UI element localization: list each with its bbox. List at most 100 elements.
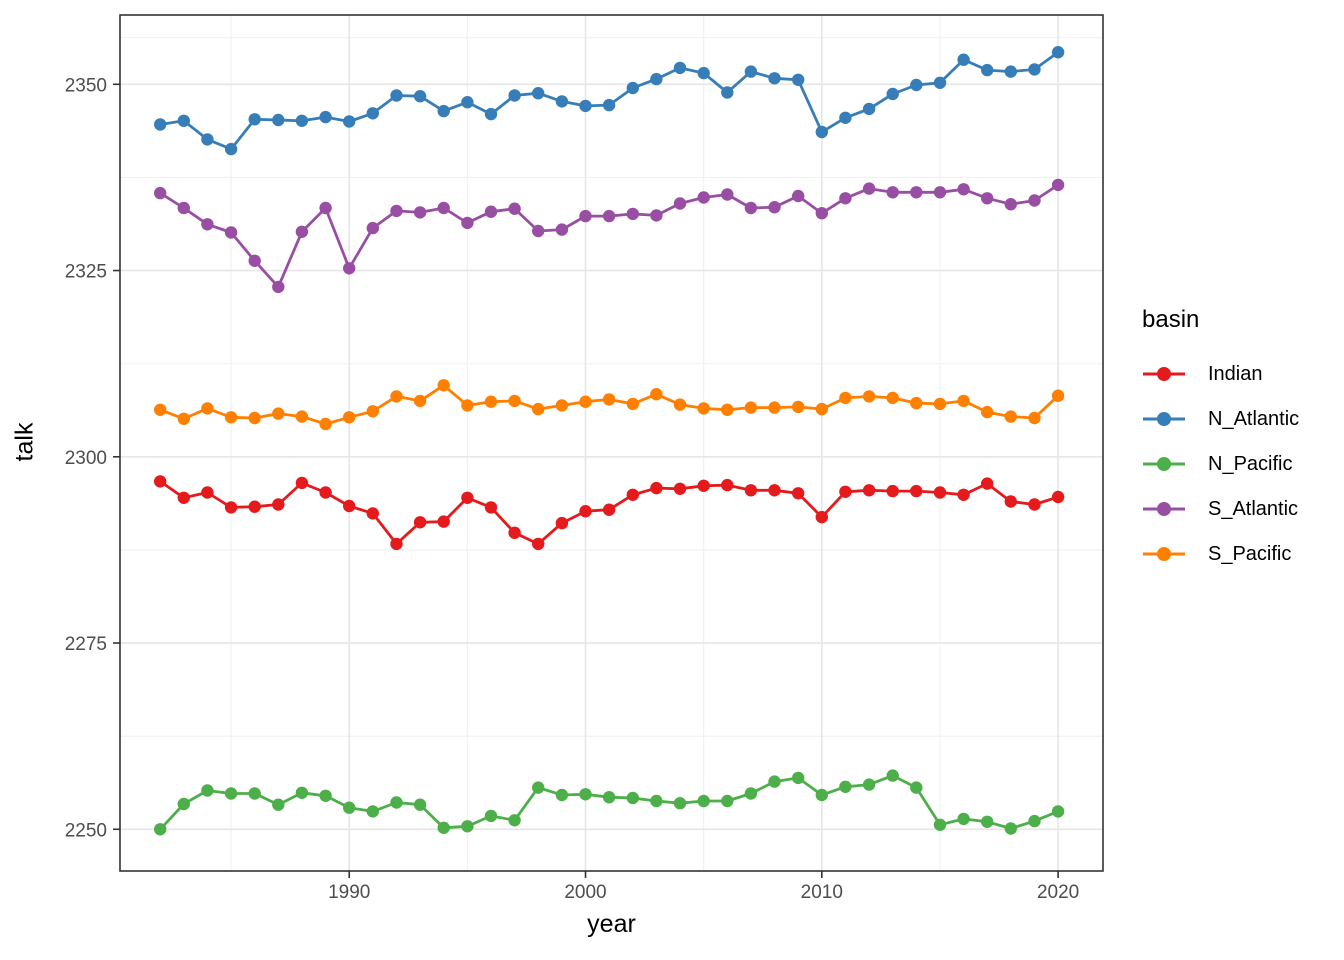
- n_atlantic-point: [1004, 65, 1017, 78]
- indian-point: [1051, 490, 1065, 504]
- s_atlantic-point: [555, 223, 569, 236]
- n_pacific-point: [957, 812, 970, 826]
- indian-point: [721, 478, 734, 492]
- s_atlantic-point: [177, 201, 190, 215]
- s_atlantic-point: [461, 216, 474, 230]
- n_pacific-point: [154, 823, 167, 836]
- indian-point: [1004, 495, 1017, 508]
- legend-item-label: N_Atlantic: [1208, 407, 1300, 430]
- n_atlantic-point: [413, 90, 427, 103]
- n_atlantic-point: [981, 63, 994, 77]
- n_pacific-point: [319, 789, 332, 802]
- s_atlantic-point: [248, 254, 261, 267]
- n_pacific-point: [768, 775, 781, 788]
- indian-point: [154, 475, 167, 488]
- n_pacific-point: [673, 797, 687, 810]
- legend-title: basin: [1142, 306, 1200, 333]
- n_pacific-point: [508, 814, 521, 827]
- n_atlantic-point: [532, 87, 545, 100]
- n_pacific-point: [437, 821, 450, 834]
- n_pacific-point: [910, 781, 923, 794]
- s_pacific-point: [532, 402, 545, 416]
- n_atlantic-point: [248, 113, 261, 126]
- s_pacific-point: [862, 390, 876, 403]
- indian-point: [248, 500, 261, 513]
- n_atlantic-point: [768, 72, 781, 85]
- legend: basin Indian N_Atlantic N_Pacific S_Atlanti…: [1140, 306, 1299, 588]
- s_atlantic-point: [792, 189, 805, 203]
- y-tick-label: 2325: [65, 262, 107, 283]
- s_pacific-point: [981, 405, 994, 419]
- x-tick-label: 2020: [1037, 882, 1079, 903]
- s_atlantic-point: [768, 201, 781, 214]
- s_atlantic-point: [579, 209, 592, 223]
- s_pacific-point: [248, 411, 261, 425]
- n_atlantic-point: [390, 89, 403, 102]
- legend-key-dot: [1157, 412, 1171, 426]
- indian-point: [484, 501, 498, 514]
- n_atlantic-point: [295, 114, 309, 128]
- s_pacific-point: [957, 394, 970, 408]
- n_atlantic-point: [886, 87, 899, 101]
- n_pacific-point: [366, 805, 379, 818]
- x-axis-title: year: [587, 910, 636, 938]
- s_atlantic-point: [1004, 198, 1017, 211]
- n_atlantic-point: [673, 61, 687, 75]
- s_pacific-point: [508, 394, 521, 408]
- indian-point: [792, 487, 805, 500]
- n_atlantic-point: [555, 95, 569, 108]
- n_atlantic-point: [910, 78, 923, 92]
- n_pacific-point: [248, 787, 261, 800]
- s_pacific-point: [1028, 411, 1041, 425]
- indian-point: [390, 537, 403, 551]
- s_atlantic-point: [957, 183, 970, 196]
- n_pacific-point: [697, 794, 710, 808]
- n_atlantic-point: [319, 110, 332, 124]
- indian-point: [650, 481, 663, 495]
- n_atlantic-point: [1051, 46, 1065, 59]
- s_atlantic-point: [910, 186, 923, 199]
- n_atlantic-point: [201, 133, 214, 146]
- legend-item-label: Indian: [1208, 362, 1263, 385]
- indian-point: [224, 501, 238, 514]
- n_pacific-point: [579, 788, 592, 801]
- indian-point: [366, 507, 379, 520]
- s_pacific-point: [272, 407, 285, 420]
- plot-panel: [120, 15, 1103, 871]
- s_atlantic-point: [933, 186, 947, 199]
- s_atlantic-point: [886, 186, 899, 199]
- n_atlantic-point: [933, 76, 947, 90]
- legend-item-n_pacific: N_Pacific: [1140, 453, 1299, 475]
- legend-key-icon: [1143, 502, 1185, 516]
- indian-point: [862, 484, 876, 497]
- x-tick-label: 1990: [328, 882, 370, 903]
- s_pacific-point: [366, 405, 379, 418]
- s_atlantic-point: [366, 221, 379, 235]
- s_pacific-point: [839, 391, 852, 405]
- s_atlantic-point: [484, 205, 498, 218]
- legend-key-dot: [1157, 547, 1171, 561]
- s_pacific-point: [555, 399, 569, 412]
- n_pacific-point: [721, 794, 734, 808]
- n_atlantic-point: [602, 98, 616, 112]
- legend-item-label: S_Pacific: [1208, 542, 1292, 565]
- s_pacific-point: [792, 400, 805, 414]
- legend-item-indian: Indian: [1140, 363, 1299, 385]
- n_atlantic-point: [862, 102, 876, 116]
- n_atlantic-point: [792, 73, 805, 87]
- indian-point: [343, 499, 356, 513]
- n_atlantic-point: [697, 66, 710, 80]
- s_atlantic-point: [508, 202, 521, 215]
- s_atlantic-point: [815, 207, 828, 220]
- s_atlantic-point: [721, 188, 734, 201]
- legend-key-icon: [1143, 412, 1185, 426]
- s_pacific-point: [154, 403, 167, 416]
- legend-item-label: S_Atlantic: [1208, 497, 1299, 520]
- n_atlantic-point: [154, 118, 167, 131]
- n_pacific-point: [1028, 814, 1041, 828]
- n_atlantic-point: [177, 114, 190, 128]
- indian-point: [910, 484, 923, 498]
- n_pacific-point: [1004, 822, 1017, 835]
